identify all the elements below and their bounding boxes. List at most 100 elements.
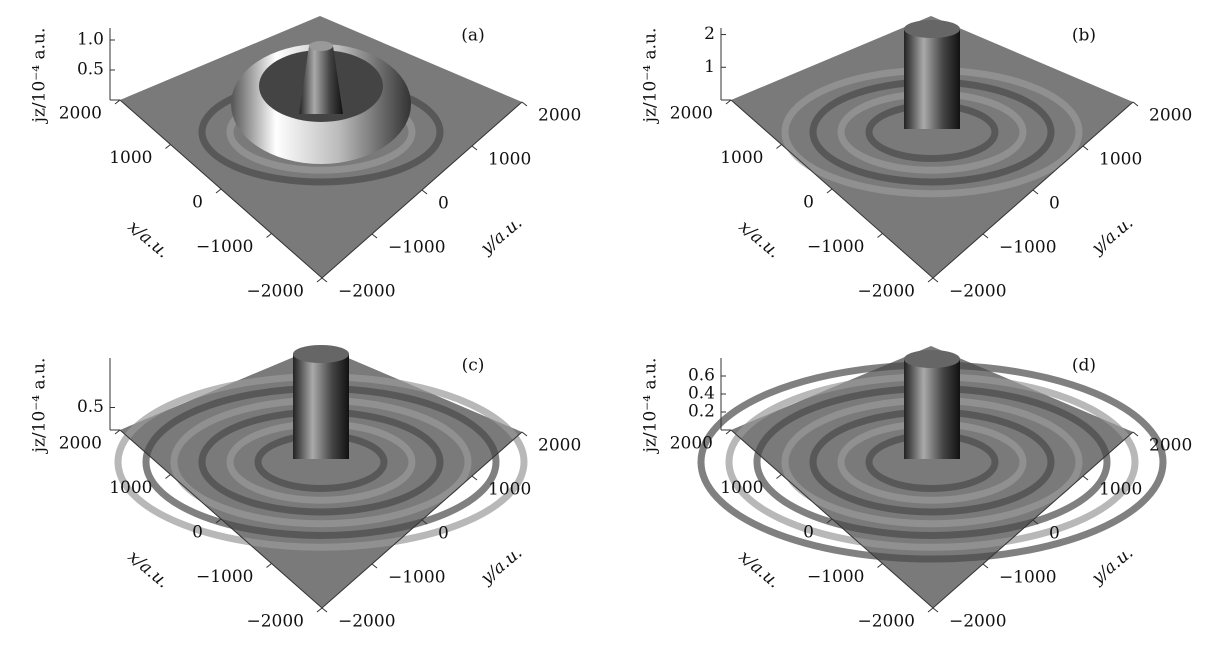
panel: −2000 −1000 0 1000 2000 −2000 −1000 0 1000 2000 1 2… — [641, 16, 1193, 302]
panel: −2000−1000010002000−2000−10000100020000.… — [30, 345, 582, 632]
surface-peak-top — [904, 20, 960, 38]
x-tick — [928, 608, 933, 612]
x-tick-label: −1000 — [196, 237, 254, 257]
x-tick-label: 0 — [803, 523, 814, 543]
x-axis-title: x/a.u. — [735, 217, 784, 263]
y-tick — [983, 234, 988, 238]
x-tick — [777, 475, 782, 479]
x-tick — [827, 189, 832, 193]
x-tick-label: −1000 — [196, 567, 254, 587]
surface-peak-top — [309, 41, 333, 51]
y-tick-label: −2000 — [949, 282, 1007, 302]
x-tick — [115, 100, 120, 104]
x-tick — [878, 564, 883, 568]
surface-peak — [293, 354, 349, 459]
y-tick-label: 0 — [1049, 194, 1060, 214]
x-tick-label: 2000 — [59, 104, 102, 124]
x-tick — [878, 234, 883, 238]
z-axis-title: jz/10⁻⁴ a.u. — [641, 358, 661, 455]
x-tick — [166, 145, 171, 149]
z-tick-label: 0.6 — [688, 366, 715, 386]
x-tick — [115, 430, 120, 434]
x-tick — [267, 564, 272, 568]
x-tick-label: 2000 — [670, 434, 713, 454]
y-tick — [472, 146, 477, 150]
y-axis-title: y/a.u. — [1087, 543, 1137, 589]
x-tick — [166, 475, 171, 479]
x-tick — [216, 189, 221, 193]
x-tick — [317, 278, 322, 282]
y-tick-label: 0 — [438, 194, 449, 214]
x-axis-title: x/a.u. — [735, 547, 784, 593]
x-tick-label: 1000 — [109, 478, 152, 498]
z-axis-title: jz/10⁻⁴ a.u. — [641, 28, 661, 125]
z-tick-label: 0.5 — [77, 397, 104, 417]
z-tick-label: 0.4 — [688, 384, 715, 404]
y-tick — [322, 278, 327, 282]
y-tick-label: −1000 — [388, 568, 446, 588]
y-axis-title: y/a.u. — [476, 213, 526, 259]
y-tick — [472, 476, 477, 480]
x-tick-label: −2000 — [246, 282, 304, 302]
x-tick-label: 1000 — [720, 148, 763, 168]
x-tick — [726, 430, 731, 434]
y-tick-label: −2000 — [338, 282, 396, 302]
x-tick-label: 2000 — [59, 434, 102, 454]
y-tick-label: 0 — [1049, 524, 1060, 544]
x-tick-label: −2000 — [246, 612, 304, 632]
y-tick — [1083, 476, 1088, 480]
y-tick-label: 2000 — [538, 106, 581, 126]
x-axis-title: x/a.u. — [124, 547, 173, 593]
z-tick-label: 1.0 — [77, 30, 104, 50]
z-tick-label: 1 — [704, 57, 715, 77]
x-tick-label: 0 — [803, 193, 814, 213]
x-tick-label: −1000 — [807, 567, 865, 587]
y-tick — [522, 102, 527, 106]
surface-peak-top — [293, 345, 349, 363]
y-tick-label: −1000 — [388, 238, 446, 258]
surface-peak-top — [904, 350, 960, 368]
y-tick-label: 1000 — [1099, 480, 1142, 500]
x-tick-label: 1000 — [720, 478, 763, 498]
y-tick — [372, 234, 377, 238]
y-tick — [933, 608, 938, 612]
figure: −2000−1000010002000−2000−10000100020000.… — [0, 0, 1222, 657]
panel: −2000 −1000 0 1000 2000 −2000 −1000 0 1000 2000 0.… — [641, 346, 1193, 632]
surface-peak — [904, 29, 960, 129]
y-tick-label: 1000 — [488, 150, 531, 170]
y-tick-label: 2000 — [1149, 436, 1192, 456]
x-tick-label: 1000 — [109, 148, 152, 168]
y-tick-label: −2000 — [949, 612, 1007, 632]
z-tick-label: 0.5 — [77, 60, 104, 80]
z-tick-label: 2 — [704, 24, 715, 44]
x-tick-label: −2000 — [857, 612, 915, 632]
panel: −2000 −1000 0 1000 2000 −2000 −1000 0 1000 2000 0.… — [30, 16, 582, 302]
panel-label: (d) — [1072, 356, 1096, 376]
x-tick-label: 0 — [192, 523, 203, 543]
x-axis-title: x/a.u. — [124, 217, 173, 263]
x-tick — [928, 278, 933, 282]
z-tick-label: 0.2 — [688, 402, 715, 422]
y-tick — [1133, 102, 1138, 106]
x-tick-label: −1000 — [807, 237, 865, 257]
y-tick-label: −1000 — [999, 238, 1057, 258]
y-tick-label: 2000 — [1149, 106, 1192, 126]
x-tick — [726, 100, 731, 104]
y-tick — [322, 608, 327, 612]
x-tick — [777, 145, 782, 149]
y-tick — [1033, 190, 1038, 194]
x-tick-label: 2000 — [670, 104, 713, 124]
y-tick — [983, 564, 988, 568]
y-tick — [1133, 432, 1138, 436]
x-tick-label: −2000 — [857, 282, 915, 302]
y-tick-label: 1000 — [488, 480, 531, 500]
y-axis-title: y/a.u. — [476, 543, 526, 589]
y-tick — [372, 564, 377, 568]
panel-label: (b) — [1072, 26, 1096, 46]
y-tick-label: 1000 — [1099, 150, 1142, 170]
panel-label: (a) — [461, 26, 484, 46]
x-tick-label: 0 — [192, 193, 203, 213]
z-axis-title: jz/10⁻⁴ a.u. — [30, 358, 50, 455]
z-axis-title: jz/10⁻⁴ a.u. — [30, 28, 50, 125]
y-tick-label: −1000 — [999, 568, 1057, 588]
